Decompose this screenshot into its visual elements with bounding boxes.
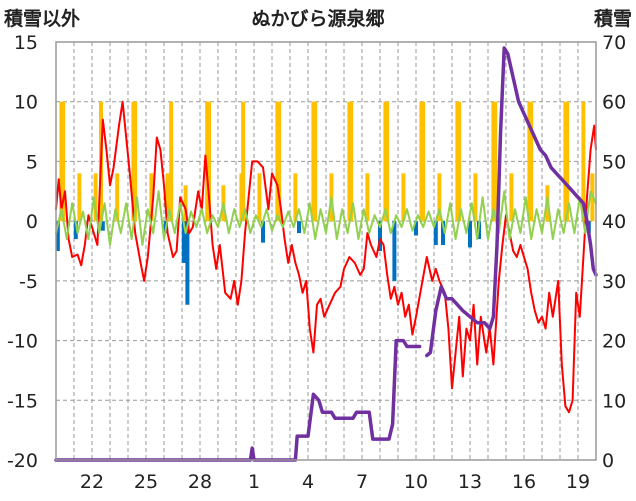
bar <box>297 221 301 234</box>
bar <box>277 101 282 222</box>
bar <box>183 185 188 222</box>
bar <box>529 101 534 222</box>
bar <box>257 173 262 222</box>
bar <box>115 173 120 222</box>
bar <box>185 221 190 305</box>
x-tick-label: 10 <box>404 471 428 493</box>
y-right-tick-label: 70 <box>602 32 626 54</box>
bar <box>169 101 174 222</box>
y-left-axis-title: 積雪以外 <box>4 7 80 30</box>
bar <box>433 221 438 246</box>
bar <box>181 221 186 263</box>
bar <box>93 173 98 222</box>
bar <box>401 173 406 222</box>
y-right-tick-labels: 70 60 50 40 30 20 10 0 <box>602 32 626 472</box>
y-right-tick-label: 0 <box>602 450 614 472</box>
y-right-axis-title: 積雪 <box>594 7 632 30</box>
y-left-tick-label: -5 <box>19 271 38 293</box>
bar-series-0 <box>59 101 595 222</box>
bar <box>365 173 370 222</box>
bar <box>581 101 586 222</box>
y-left-tick-label: 10 <box>14 92 38 114</box>
x-tick-label: 28 <box>188 471 212 493</box>
bar <box>385 101 390 222</box>
y-left-tick-label: 0 <box>26 211 38 233</box>
bar <box>414 221 418 236</box>
bar <box>509 173 514 222</box>
y-left-tick-label: 5 <box>26 151 38 173</box>
bar <box>55 221 60 251</box>
bar <box>73 221 78 240</box>
x-tick-label: 7 <box>356 471 368 493</box>
plot-frame <box>55 41 597 461</box>
bar <box>378 221 382 251</box>
y-left-tick-labels: 15 10 5 0 -5 -10 -15 -20 <box>7 32 38 472</box>
y-left-tick-label: -10 <box>7 331 38 353</box>
y-right-tick-label: 60 <box>602 92 626 114</box>
bar <box>241 101 246 222</box>
bar <box>421 101 426 222</box>
x-tick-label: 1 <box>248 471 260 493</box>
y-right-tick-label: 20 <box>602 331 626 353</box>
x-tick-labels: 22 25 28 1 4 7 10 13 16 19 <box>80 471 590 493</box>
bar <box>207 101 211 222</box>
bar <box>61 101 66 222</box>
plot-marks <box>54 46 598 462</box>
x-tick-label: 16 <box>512 471 536 493</box>
bar <box>392 221 397 281</box>
y-right-tick-label: 30 <box>602 271 626 293</box>
bar <box>493 101 498 222</box>
line-series-2 <box>55 100 597 414</box>
bar <box>149 173 154 222</box>
x-tick-label: 25 <box>134 471 158 493</box>
bar <box>165 173 170 222</box>
x-tick-label: 22 <box>80 471 104 493</box>
y-right-tick-label: 50 <box>602 151 626 173</box>
bar <box>293 173 298 222</box>
x-tick-label: 13 <box>458 471 482 493</box>
x-tick-label: 4 <box>302 471 314 493</box>
bar <box>565 101 570 222</box>
y-left-tick-label: 15 <box>14 32 38 54</box>
bar <box>77 173 82 222</box>
bar <box>133 101 138 222</box>
bar <box>473 173 478 222</box>
bar <box>349 101 354 222</box>
bar <box>261 221 265 243</box>
x-tick-label: 19 <box>566 471 590 493</box>
y-right-tick-label: 10 <box>602 390 626 412</box>
chart-title: ぬかびら源泉郷 <box>251 7 384 30</box>
y-left-tick-label: -20 <box>7 450 38 472</box>
y-right-tick-label: 40 <box>602 211 626 233</box>
bar <box>457 101 462 222</box>
bar <box>100 221 105 231</box>
line-series-3 <box>55 190 597 246</box>
bar <box>313 101 318 222</box>
bar <box>441 221 445 246</box>
y-left-tick-label: -15 <box>7 390 38 412</box>
bar <box>468 221 472 248</box>
bar <box>437 173 442 222</box>
